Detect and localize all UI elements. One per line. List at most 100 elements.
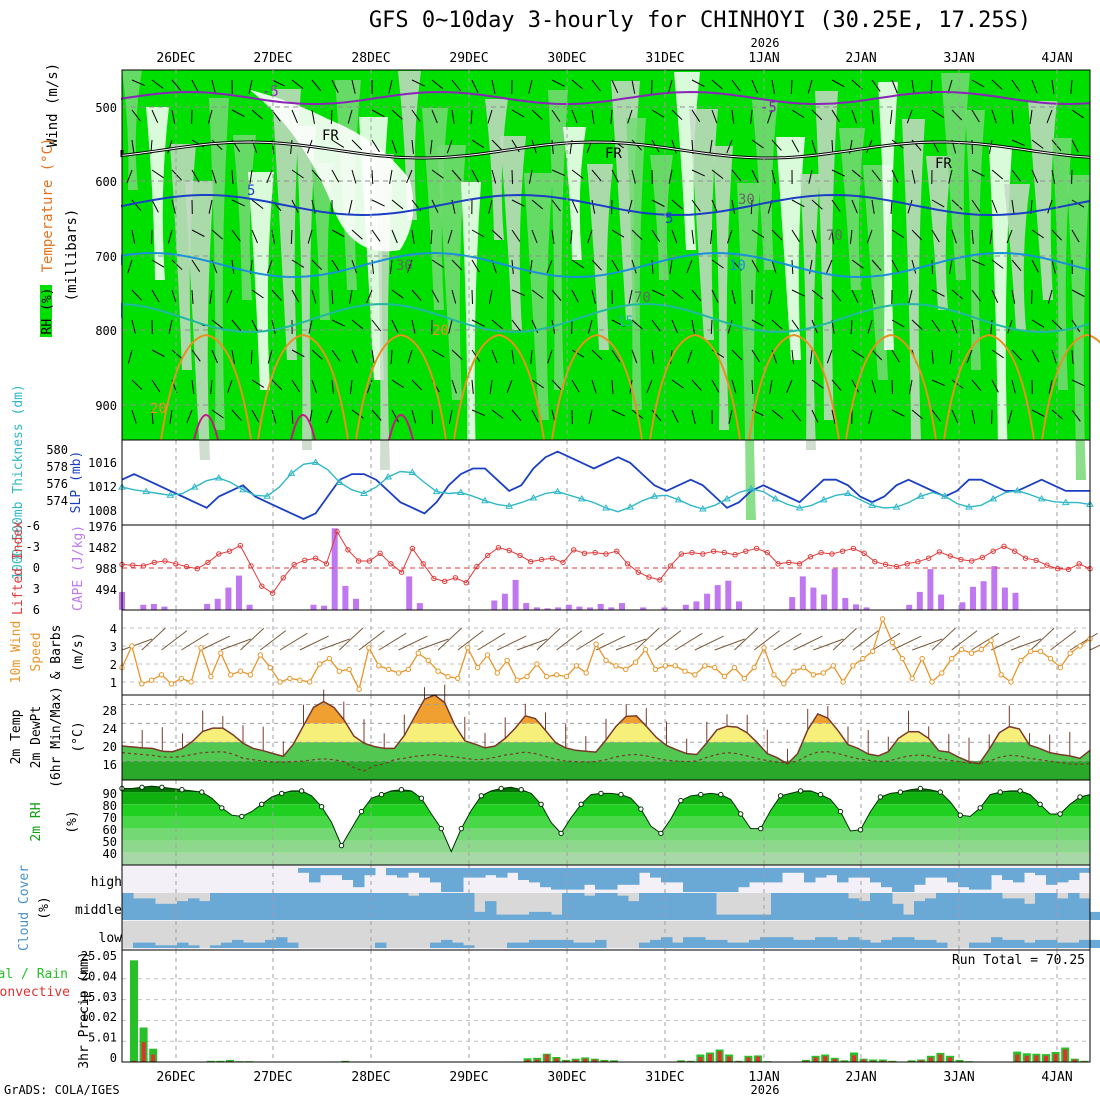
wind-barb — [248, 79, 253, 94]
temp-tick: 20 — [103, 740, 117, 754]
wind-barb — [371, 139, 380, 153]
wind-barb-10m — [714, 638, 745, 651]
rh-point — [298, 788, 305, 794]
cloud-cell — [980, 942, 992, 948]
cloud-cell — [320, 868, 332, 876]
wind-barb — [391, 319, 399, 333]
wind-barb — [391, 139, 398, 154]
cloud-cell — [375, 893, 387, 920]
li-point — [388, 561, 394, 567]
precip-convective-bar — [554, 1058, 559, 1062]
wind-barb — [631, 229, 643, 241]
wind-barb — [691, 169, 705, 177]
wind-barb — [491, 349, 498, 364]
cape-bar — [810, 587, 817, 610]
wind-barb — [491, 319, 504, 330]
thickness-point — [795, 504, 804, 511]
cloud-cell — [529, 911, 541, 920]
li-point — [839, 548, 846, 554]
wind-barb — [311, 379, 318, 394]
li-point — [280, 575, 286, 581]
wind-barb-10m — [773, 632, 802, 651]
wind-speed-point — [712, 664, 718, 671]
cloud-cell — [386, 893, 398, 920]
slp-tick: 1008 — [88, 504, 117, 518]
wind-barb — [1011, 379, 1016, 394]
cloud-cell — [694, 893, 706, 920]
rh-point — [997, 789, 1003, 795]
cloud-cell — [661, 893, 673, 920]
cape-bar — [704, 593, 711, 610]
wind-barb — [551, 379, 562, 391]
li-point — [140, 563, 147, 569]
cloud-cell — [144, 898, 156, 920]
wind-barb — [991, 379, 999, 393]
cloud-cell — [518, 868, 530, 880]
wind-barb — [771, 229, 783, 241]
li-point — [893, 563, 900, 570]
contour-10 — [121, 251, 1091, 279]
wind-barb — [131, 139, 135, 154]
wind-barb — [1071, 109, 1084, 119]
wind-barb — [291, 169, 304, 179]
li-point — [850, 545, 857, 552]
rh-point — [219, 805, 225, 811]
wind-barb — [231, 109, 245, 117]
wind-speed-point — [1047, 655, 1054, 662]
wind-barb — [211, 349, 218, 364]
rh-band — [437, 145, 466, 400]
rh-band — [752, 100, 778, 270]
wind-barb-10m — [378, 632, 407, 651]
wind-barb — [971, 79, 985, 88]
wind-barb — [1071, 349, 1074, 365]
cloud-cell — [309, 868, 321, 883]
wind-barb — [491, 229, 503, 240]
rh-point — [1077, 794, 1083, 800]
wind-barb-10m — [358, 630, 385, 651]
cape-bar — [799, 576, 806, 610]
ylabel-wind-unit: (m/s) — [71, 632, 86, 671]
cloud-cell — [232, 939, 244, 948]
cloud-cell — [243, 893, 255, 920]
cloud-cell — [639, 942, 651, 948]
wind-barb — [811, 199, 823, 210]
thickness-point — [1013, 486, 1022, 494]
rh-band — [248, 172, 274, 390]
thickness-point — [481, 496, 489, 504]
wind-barb — [251, 379, 265, 388]
cloud-cell — [331, 893, 343, 920]
wind-barb — [871, 379, 877, 394]
wind-barb — [991, 289, 999, 304]
cape-bar — [863, 607, 870, 610]
wind-barb — [1071, 289, 1085, 297]
precip-convective-bar — [823, 1056, 828, 1062]
temp-tick: 28 — [103, 704, 117, 718]
wind-speed-point — [662, 663, 668, 669]
wind-speed-point — [553, 672, 560, 678]
li-point — [786, 559, 792, 566]
contour-5 — [121, 193, 1091, 217]
cloud-cell — [705, 939, 717, 948]
li-point — [334, 528, 340, 535]
slp-tick: 1016 — [88, 456, 117, 470]
contour-20 — [257, 333, 349, 441]
cloud-cell — [364, 868, 376, 876]
cloud-cell — [210, 945, 222, 948]
wind-barb — [949, 349, 953, 364]
wind-barb — [989, 229, 993, 244]
wind-speed-point — [623, 666, 629, 673]
cloud-cell — [177, 942, 189, 948]
wind-barb-10m — [437, 627, 462, 651]
cape-bar — [491, 600, 498, 610]
wind-barb — [471, 259, 480, 273]
wind-barb — [1007, 409, 1013, 424]
rh-point — [797, 788, 804, 794]
wind-speed-point — [1067, 650, 1073, 656]
li-tick: 0 — [33, 561, 40, 575]
cloud-cell — [727, 942, 739, 948]
wind-barb — [1011, 199, 1015, 214]
ylabel-thickness: 1000~500mb Thickness (dm) — [11, 384, 26, 580]
contour-15 — [121, 303, 1091, 334]
cloud-cell — [1057, 898, 1069, 920]
wind-barb — [731, 349, 743, 361]
